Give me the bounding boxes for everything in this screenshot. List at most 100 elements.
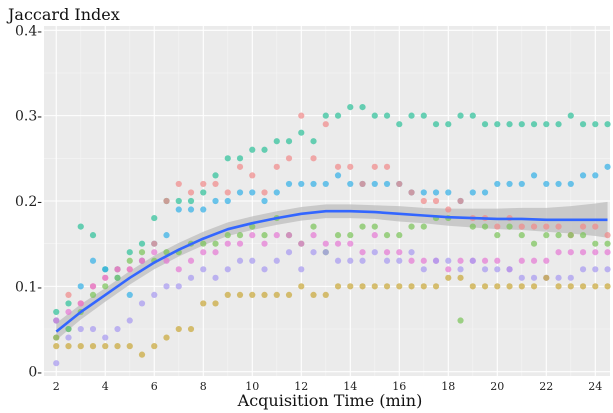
- data-point: [530, 223, 538, 230]
- y-axis-title: Jaccard Index: [8, 5, 120, 24]
- data-point: [285, 138, 293, 145]
- data-point: [334, 240, 342, 247]
- data-point: [420, 223, 427, 230]
- data-point: [273, 189, 280, 196]
- data-point: [420, 189, 427, 196]
- data-point: [457, 197, 464, 205]
- data-point: [138, 240, 146, 247]
- data-point: [383, 163, 391, 170]
- data-point: [163, 334, 170, 341]
- data-point: [518, 121, 525, 128]
- data-point: [420, 257, 427, 264]
- data-point: [126, 257, 133, 264]
- data-point: [530, 172, 538, 179]
- data-point: [102, 283, 109, 290]
- data-point: [114, 325, 121, 333]
- data-point: [126, 266, 133, 273]
- data-point: [175, 197, 182, 205]
- data-point: [604, 232, 611, 239]
- data-point: [334, 172, 342, 179]
- data-point: [432, 189, 440, 196]
- data-point: [77, 343, 84, 350]
- data-point: [187, 257, 195, 264]
- data-point: [334, 163, 342, 170]
- data-point: [298, 180, 305, 188]
- data-point: [567, 112, 574, 119]
- data-point: [518, 180, 525, 188]
- data-point: [261, 240, 268, 247]
- data-point: [481, 189, 489, 196]
- data-point: [543, 232, 550, 239]
- data-point: [212, 274, 219, 281]
- y-tick-label: 0.4-: [15, 23, 42, 39]
- data-point: [543, 180, 550, 188]
- x-tick-label: 24: [588, 380, 602, 393]
- data-point: [445, 257, 452, 264]
- data-point: [212, 300, 219, 307]
- data-point: [249, 232, 256, 239]
- data-point: [555, 249, 562, 256]
- data-point: [567, 180, 574, 188]
- data-point: [347, 163, 354, 170]
- data-point: [530, 121, 538, 128]
- confidence-band: [56, 201, 608, 341]
- data-point: [592, 283, 599, 290]
- data-point: [89, 232, 97, 239]
- data-point: [396, 283, 403, 290]
- data-point: [310, 232, 317, 239]
- data-point: [494, 266, 501, 273]
- data-point: [102, 266, 109, 273]
- data-point: [273, 257, 280, 264]
- data-point: [371, 223, 378, 230]
- data-point: [396, 249, 403, 256]
- data-point: [604, 163, 611, 170]
- data-point: [579, 172, 587, 179]
- data-point: [359, 103, 366, 111]
- data-point: [494, 223, 501, 230]
- data-point: [383, 257, 391, 264]
- data-point: [457, 317, 464, 324]
- data-point: [371, 283, 378, 290]
- data-point: [383, 180, 391, 188]
- data-point: [604, 249, 611, 256]
- data-point: [298, 112, 305, 119]
- data-point: [212, 249, 219, 256]
- data-point: [592, 240, 599, 247]
- x-tick-label: 10: [245, 380, 259, 393]
- data-point: [432, 283, 440, 290]
- data-point: [224, 291, 231, 299]
- data-point: [347, 257, 354, 264]
- data-point: [555, 232, 562, 239]
- y-tick-label: 0.3-: [15, 109, 42, 125]
- data-point: [469, 223, 476, 230]
- data-point: [249, 291, 256, 299]
- data-point: [77, 283, 84, 290]
- data-point: [310, 249, 317, 256]
- data-point: [126, 317, 133, 324]
- data-point: [53, 360, 60, 367]
- data-point: [285, 155, 293, 162]
- data-point: [65, 308, 72, 316]
- data-point: [224, 155, 231, 162]
- data-point: [579, 121, 587, 128]
- data-point: [383, 232, 391, 239]
- data-point: [310, 291, 317, 299]
- data-point: [506, 283, 513, 290]
- x-tick-label: 18: [441, 380, 455, 393]
- data-point: [432, 121, 440, 128]
- x-tick-label: 2: [53, 380, 60, 393]
- data-point: [187, 325, 195, 333]
- data-point: [261, 197, 268, 205]
- data-point: [334, 283, 342, 290]
- data-point: [604, 121, 611, 128]
- data-point: [506, 223, 513, 230]
- data-point: [420, 112, 427, 119]
- data-point: [334, 257, 342, 264]
- data-point: [359, 257, 366, 264]
- data-point: [592, 266, 599, 273]
- data-point: [236, 155, 244, 162]
- data-point: [347, 232, 354, 239]
- data-point: [420, 266, 427, 273]
- data-point: [224, 197, 231, 205]
- data-point: [89, 257, 97, 264]
